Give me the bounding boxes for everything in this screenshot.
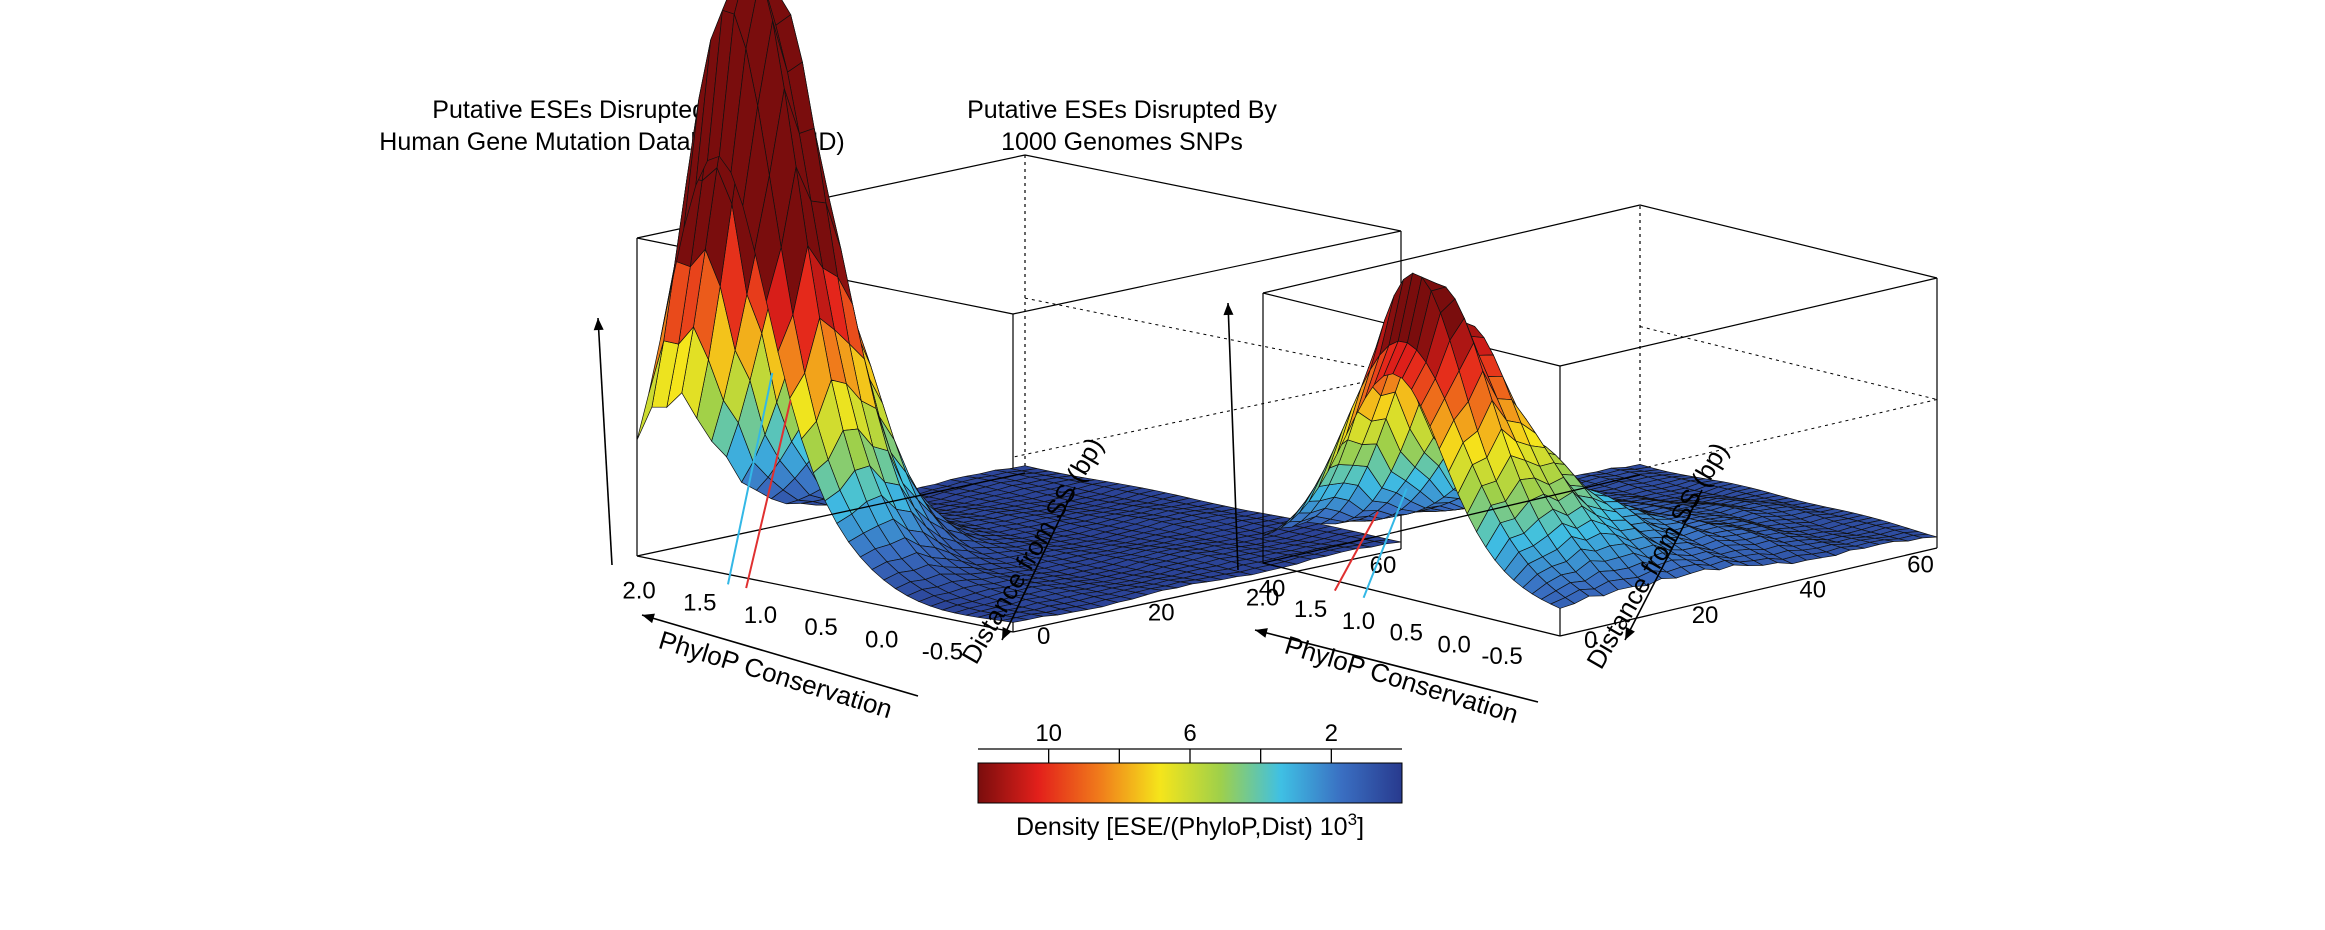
axis-arrow-line [597,317,613,566]
axis-arrow-line [1254,629,1539,703]
threshold-marker-line [1362,488,1408,599]
panel-title-line1: Putative ESEs Disrupted By [967,96,1277,124]
x-tick-label: 1.5 [1294,596,1327,623]
x-tick-label: 0.5 [1390,620,1423,647]
axis-arrows [593,317,1076,697]
surface-facet [1549,597,1576,609]
x-tick-labels: 2.0 1.5 1.0 0.5 0.0 -0.5 [622,578,963,666]
axis-arrow-head [642,613,655,624]
x-tick-label: 0.0 [865,627,898,654]
surface-mesh [1262,272,1938,609]
threshold-marker-line [726,372,774,585]
axis-arrow-line [1001,486,1076,641]
box-top-edge [1639,204,1938,279]
x-tick-labels: 2.0 1.5 1.0 0.5 0.0 -0.5 [1246,584,1523,670]
y-tick-label: 60 [1370,552,1397,579]
panel-1000-genomes: Putative ESEs Disrupted By 1000 Genomes … [967,96,1938,729]
y-tick-label: 0 [1584,627,1597,654]
axis-arrows [1223,302,1703,703]
x-tick-label: 0.0 [1438,632,1471,659]
threshold-marker-line [1333,511,1379,592]
x-tick-label: 1.0 [1342,608,1375,635]
box-top-edge [1262,204,1641,294]
axis-arrow-line [641,614,919,697]
surface-mesh [636,0,1402,623]
colorbar-tick-label: 10 [1035,720,1062,747]
box-top-edge [1024,154,1402,232]
box-front-frame [1262,474,1938,637]
y-tick-label: 40 [1799,577,1826,604]
panel-hgmd: Putative ESEs Disrupted By The Human Gen… [379,0,1402,725]
x-tick-label: -0.5 [1481,643,1522,670]
colorbar-tick-label: 2 [1325,720,1338,747]
colorbar-label-main: Density [ESE/(PhyloP,Dist) 10 [1016,813,1348,841]
x-tick-label: 0.5 [804,614,837,641]
axis-arrow-head [1002,627,1012,640]
box-bottom-edge [1262,474,1641,564]
colorbar-ticks: 10 6 2 [978,720,1402,763]
box-bottom-edge [636,472,1026,557]
colorbar-label-end: ] [1357,813,1364,841]
x-tick-label: 2.0 [622,578,655,605]
x-axis-label: PhyloP Conservation [655,625,896,725]
box-bottom-edge [1559,547,1938,637]
y-tick-label: 20 [1692,602,1719,629]
box-bottom-edge [1262,562,1561,637]
axis-arrow-head [1625,627,1635,640]
box-top-edge [1559,277,1938,367]
y-tick-labels: 0 20 40 60 [1584,552,1934,654]
box-bottom-edge [1012,548,1402,633]
axis-arrow-head [1255,628,1268,638]
colorbar-tick-label: 6 [1183,720,1196,747]
x-tick-label: 2.0 [1246,584,1279,611]
threshold-marker-line [745,400,792,589]
axis-arrow-head [593,318,604,331]
box-hidden-edge [1639,326,1938,400]
box-hidden-edge [1012,373,1402,458]
x-tick-label: 1.5 [683,590,716,617]
y-tick-label: 40 [1259,576,1286,603]
y-tick-labels: 0 20 40 60 [1037,552,1396,650]
colorbar: 10 6 2 Density [ESE/(PhyloP,Dist) 103] [977,720,1403,841]
y-tick-label: 0 [1037,623,1050,650]
axis-arrow-line [1227,302,1239,571]
axis-arrow-line [1624,489,1703,641]
y-tick-label: 60 [1907,552,1934,579]
box-hidden-edge [1024,297,1402,375]
colorbar-label-superscript: 3 [1348,810,1357,829]
box-top-edge [1012,230,1402,315]
colorbar-label: Density [ESE/(PhyloP,Dist) 103] [1016,810,1364,841]
x-tick-label: -0.5 [922,639,963,666]
box-front-frame [636,372,1402,633]
panel-title-line2: 1000 Genomes SNPs [1001,128,1243,156]
y-tick-label: 20 [1148,599,1175,626]
surface-facet [1001,617,1028,623]
axis-arrow-head [1223,303,1234,316]
box-bottom-edge [636,555,1014,633]
x-tick-label: 1.0 [744,602,777,629]
colorbar-gradient [977,762,1403,804]
